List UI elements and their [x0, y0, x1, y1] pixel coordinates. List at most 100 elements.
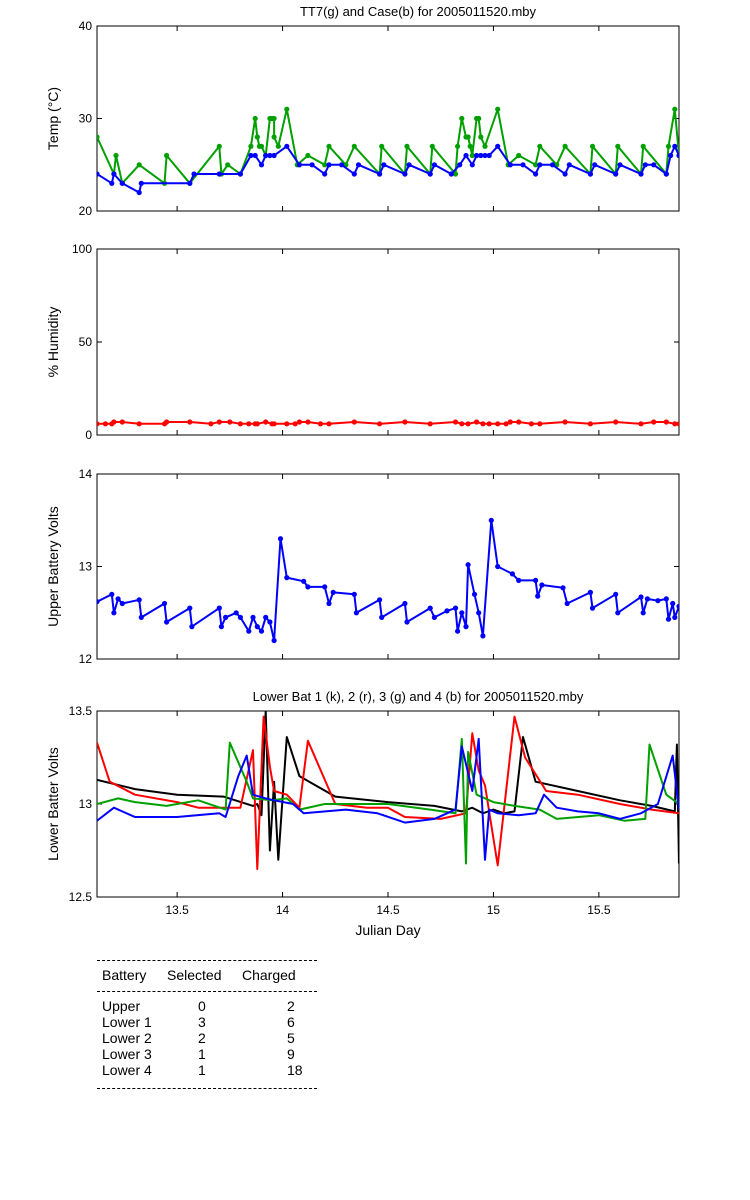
data-point — [613, 171, 619, 177]
data-point — [592, 162, 598, 168]
data-point — [237, 421, 243, 427]
data-point — [252, 115, 258, 122]
y-tick-label: 14 — [79, 467, 93, 481]
data-point — [330, 589, 336, 596]
battery-summary-table: Battery Selected Charged Upper 0 2 Lower… — [97, 960, 317, 1089]
data-point — [533, 162, 539, 168]
data-point — [164, 619, 170, 625]
data-point — [566, 162, 572, 168]
data-point — [516, 577, 522, 584]
data-point — [305, 152, 311, 159]
x-tick-label: 14.5 — [376, 903, 400, 917]
data-point — [208, 421, 214, 427]
data-point — [97, 134, 100, 140]
chart-panel-2: 0 50 100 % Humidity — [45, 242, 680, 442]
row-charged: 6 — [287, 1014, 295, 1030]
data-point — [309, 162, 315, 168]
row-battery: Lower 4 — [102, 1062, 152, 1078]
data-point — [227, 419, 233, 425]
data-point — [351, 591, 357, 597]
data-point — [406, 162, 412, 168]
y-tick-label: 13 — [79, 560, 93, 574]
data-point — [480, 421, 486, 427]
data-point — [444, 608, 450, 614]
series-line — [97, 108, 679, 185]
data-point — [465, 562, 471, 568]
data-point — [263, 152, 269, 159]
data-point — [533, 577, 539, 584]
data-point — [663, 596, 669, 602]
data-point — [223, 614, 229, 621]
data-point — [507, 419, 513, 425]
data-point — [109, 591, 115, 597]
data-point — [111, 171, 117, 177]
x-tick-label: 13.5 — [165, 903, 189, 917]
data-point — [97, 599, 100, 605]
data-point — [535, 593, 541, 599]
data-point — [459, 610, 465, 616]
data-point — [429, 143, 435, 149]
data-point — [427, 171, 433, 177]
data-point — [284, 421, 290, 427]
y-tick-label: 0 — [85, 428, 92, 442]
data-point — [164, 419, 170, 425]
data-point — [495, 421, 501, 427]
series-1 — [97, 517, 679, 644]
data-point — [476, 115, 482, 122]
data-point — [277, 536, 284, 542]
row-charged: 9 — [287, 1046, 295, 1062]
data-point — [427, 605, 433, 611]
data-point — [562, 171, 568, 177]
data-point — [136, 162, 142, 168]
data-point — [486, 421, 492, 427]
series-line — [97, 715, 679, 871]
data-point — [216, 605, 222, 611]
data-point — [102, 421, 108, 427]
table-rule-header — [97, 991, 317, 992]
data-point — [467, 143, 473, 149]
data-point — [250, 614, 256, 621]
data-point — [672, 421, 678, 427]
y-tick-label: 13 — [79, 797, 93, 811]
row-selected: 1 — [198, 1062, 206, 1078]
data-point — [271, 115, 277, 122]
data-point — [351, 143, 357, 149]
chart-title: TT7(g) and Case(b) for 2005011520.mby — [300, 4, 537, 19]
row-battery: Upper — [102, 998, 141, 1014]
data-point — [119, 419, 125, 425]
data-point — [642, 162, 648, 168]
data-point — [246, 628, 252, 634]
y-axis-label: Upper Battery Volts — [45, 506, 61, 627]
data-point — [465, 134, 471, 140]
table-rule-top — [97, 960, 317, 961]
data-point — [459, 421, 465, 427]
data-point — [638, 171, 644, 177]
data-point — [258, 143, 265, 149]
data-point — [560, 585, 566, 591]
data-point — [322, 584, 328, 590]
data-point — [495, 106, 501, 112]
data-point — [482, 152, 488, 159]
data-point — [640, 610, 646, 616]
row-selected: 2 — [198, 1030, 206, 1046]
data-point — [589, 605, 596, 611]
series-line — [97, 711, 679, 864]
data-point — [459, 115, 465, 122]
header-charged: Charged — [242, 967, 296, 983]
data-point — [448, 171, 454, 177]
data-point — [246, 421, 252, 427]
y-tick-label: 50 — [79, 335, 93, 349]
y-axis-label: Temp (°C) — [45, 87, 61, 150]
data-point — [339, 162, 345, 168]
data-point — [478, 152, 484, 159]
data-point — [161, 600, 168, 607]
data-point — [216, 419, 222, 425]
data-point — [271, 421, 277, 427]
x-tick-label: 15.5 — [587, 903, 611, 917]
data-point — [322, 171, 328, 177]
data-point — [237, 171, 243, 177]
data-point — [488, 517, 494, 523]
data-point — [463, 624, 469, 630]
data-point — [549, 162, 556, 168]
